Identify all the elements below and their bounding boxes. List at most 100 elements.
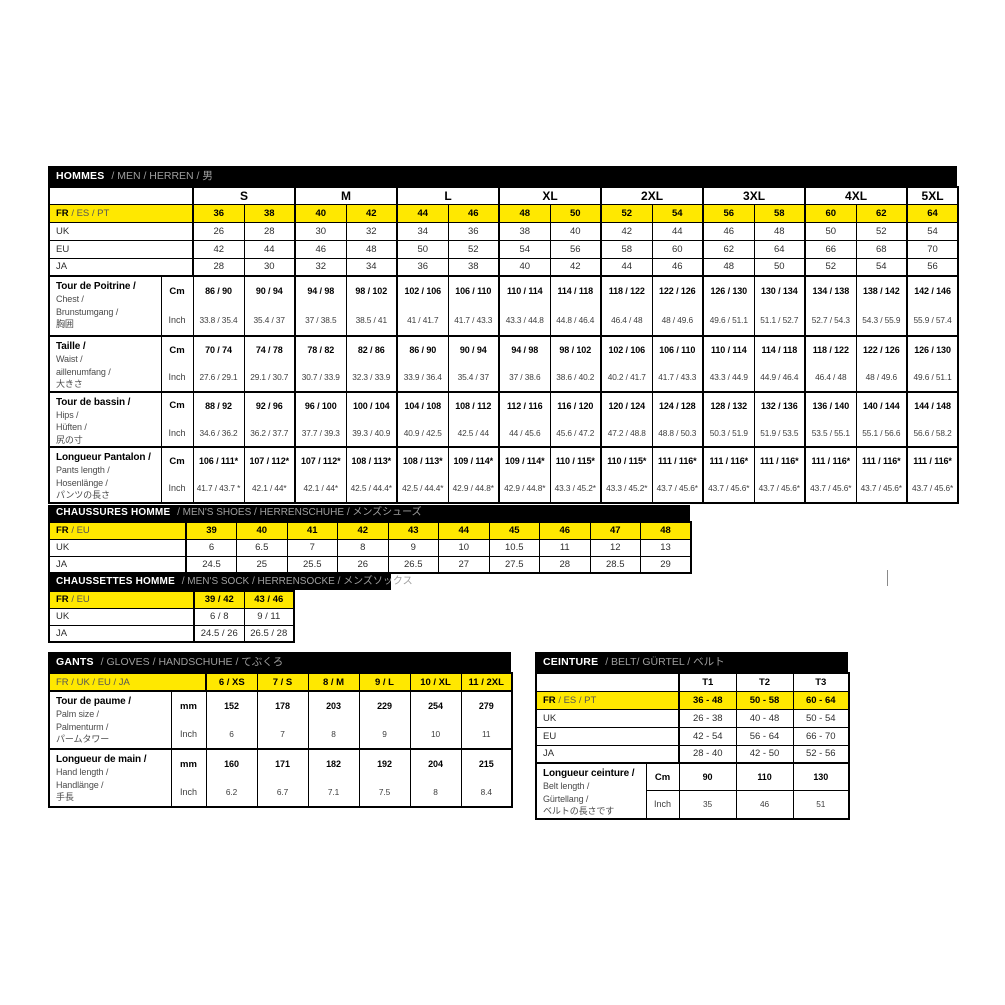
socks-ja-row: JA 24.5 / 26 26.5 / 28 [48, 624, 295, 643]
value-cell: 52.7 / 54.3 [804, 305, 857, 337]
pants-inch-row: Inch 41.7 / 43.7 * 42.1 / 44* 42.1 / 44* 42… [49, 474, 959, 504]
value-cell: 48 [498, 203, 551, 223]
size-group-cell: T1 [678, 672, 737, 692]
unit-cm: Cm [160, 275, 194, 305]
value-cell: 134 / 138 [804, 275, 857, 305]
value-cell: 41.7 / 43.3 [447, 305, 501, 337]
value-cell: 53.5 / 55.1 [804, 419, 857, 448]
gloves-title-bar: GANTS / GLOVES / HANDSCHUHE / てぶくろ [48, 652, 511, 672]
value-cell: 48 [702, 257, 755, 277]
value-cell: 36 [447, 221, 501, 241]
value-cell: 34 [396, 221, 449, 241]
unit-cm: Cm [160, 335, 194, 364]
shoes-title-bar: CHAUSSURES HOMME / MEN'S SHOES / HERRENS… [48, 505, 690, 521]
unit-inch: Inch [160, 474, 194, 504]
value-cell: 38.6 / 40.2 [549, 363, 603, 392]
value-cell: 204 [409, 748, 462, 778]
socks-section: CHAUSSETTES HOMME / MEN'S SOCK / HERRENS… [48, 574, 413, 643]
row-label: UK [48, 221, 194, 241]
hommes-title-bar: HOMMES / MEN / HERREN / 男 [48, 166, 957, 186]
label-de: Hüften / [56, 422, 87, 432]
waist-cm-row: Taille / Waist / aillenumfang / 大きさ Cm 7… [48, 335, 959, 392]
value-cell: 102 / 106 [600, 335, 653, 364]
label-en: Hand length / [56, 767, 109, 777]
value-cell: 138 / 142 [855, 275, 909, 305]
palm-label: Tour de paume / Palm size / Palmenturm /… [48, 690, 171, 749]
hommes-size-table: S M L XL 2XL 3XL 4XL 5XL FR / ES / PT 36 38 40 42 4… [48, 186, 960, 504]
value-cell: 40.9 / 42.5 [396, 419, 449, 448]
value-cell: 9 [387, 538, 439, 557]
row-label: JA [48, 257, 194, 277]
value-cell: 78 / 82 [294, 335, 347, 364]
size-group-cell: XL [498, 186, 603, 205]
value-cell: 56 [906, 257, 959, 277]
size-group-cell: 3XL [702, 186, 807, 205]
value-cell: 6 / 8 [193, 607, 245, 626]
label-en: Pants length / [56, 465, 110, 475]
value-cell: 46.4 / 48 [804, 363, 857, 392]
shoes-subtitle: / MEN'S SHOES / HERRENSCHUHE / メンズシューズ [177, 507, 422, 518]
value-cell: 56.6 / 58.2 [906, 419, 959, 448]
value-cell: 47 [589, 521, 641, 540]
value-cell: 47.2 / 48.8 [600, 419, 653, 448]
value-cell: 42 - 54 [678, 726, 737, 746]
value-cell: 37 / 38.5 [294, 305, 347, 337]
value-cell: 50 [549, 203, 603, 223]
value-cell: 108 / 113* [345, 445, 399, 475]
value-cell: 62 [702, 239, 755, 259]
value-cell: 30 [243, 257, 297, 277]
row-label: UK [535, 708, 680, 728]
value-cell: 114 / 118 [549, 275, 603, 305]
value-cell: 7 [256, 720, 309, 750]
value-cell: 144 / 148 [906, 390, 959, 420]
value-cell: 44.8 / 46.4 [549, 305, 603, 337]
value-cell: 124 / 128 [651, 390, 705, 420]
empty-corner-cell [48, 186, 194, 205]
value-cell: 90 / 94 [243, 275, 297, 305]
value-cell: 27.5 [488, 555, 540, 574]
value-cell: 30.7 / 33.9 [294, 363, 347, 392]
label-ja: ベルトの長さです [543, 806, 615, 816]
value-cell: 50 [396, 239, 449, 259]
value-cell: 43.7 / 45.6* [651, 474, 705, 504]
value-cell: 8 [337, 538, 389, 557]
value-cell: 55.9 / 57.4 [906, 305, 959, 337]
row-label: UK [48, 607, 195, 626]
value-cell: 152 [205, 690, 258, 720]
value-cell: 7.5 [358, 778, 411, 808]
value-cell: 50 - 54 [792, 708, 850, 728]
value-cell: 111 / 116* [804, 445, 857, 475]
value-cell: 118 / 122 [600, 275, 653, 305]
value-cell: 43.3 / 45.2* [600, 474, 653, 504]
label-de: Handlänge / [56, 779, 104, 790]
value-cell: 70 / 74 [192, 335, 245, 364]
value-cell: 36.2 / 37.7 [243, 419, 297, 448]
value-cell: 42.5 / 44 [447, 419, 501, 448]
row-label: FR / EU [48, 590, 195, 609]
value-cell: 48 [753, 221, 807, 241]
label-fr: Longueur de main / [56, 754, 147, 765]
value-cell: 42.9 / 44.8* [498, 474, 551, 504]
divider-tick [887, 570, 888, 586]
empty-corner-cell [535, 672, 680, 692]
belt-uk-row: UK 26 - 38 40 - 48 50 - 54 [535, 708, 850, 728]
shoes-section: CHAUSSURES HOMME / MEN'S SHOES / HERRENS… [48, 505, 692, 574]
value-cell: 11 [460, 720, 513, 750]
value-cell: 25.5 [286, 555, 338, 574]
label-fr: Tour de Poitrine / [56, 281, 136, 292]
belt-title-bar: CEINTURE / BELT/ GÜRTEL / ベルト [535, 652, 848, 672]
value-cell: 50 - 58 [735, 690, 794, 710]
label-en: Hips / [56, 409, 79, 420]
value-cell: 32.3 / 33.9 [345, 363, 399, 392]
value-cell: 42 [600, 221, 653, 241]
value-cell: 94 / 98 [294, 275, 347, 305]
value-cell: 110 [735, 762, 794, 792]
value-cell: 120 / 124 [600, 390, 653, 420]
value-cell: 70 [906, 239, 959, 259]
value-cell: 13 [640, 538, 692, 557]
row-label-rest: / EU [71, 594, 90, 606]
ja-row: JA 28 30 32 34 36 38 40 42 44 46 48 50 52 54 56 [48, 257, 959, 277]
value-cell: 110 / 115* [549, 445, 603, 475]
value-cell: 44 [243, 239, 297, 259]
